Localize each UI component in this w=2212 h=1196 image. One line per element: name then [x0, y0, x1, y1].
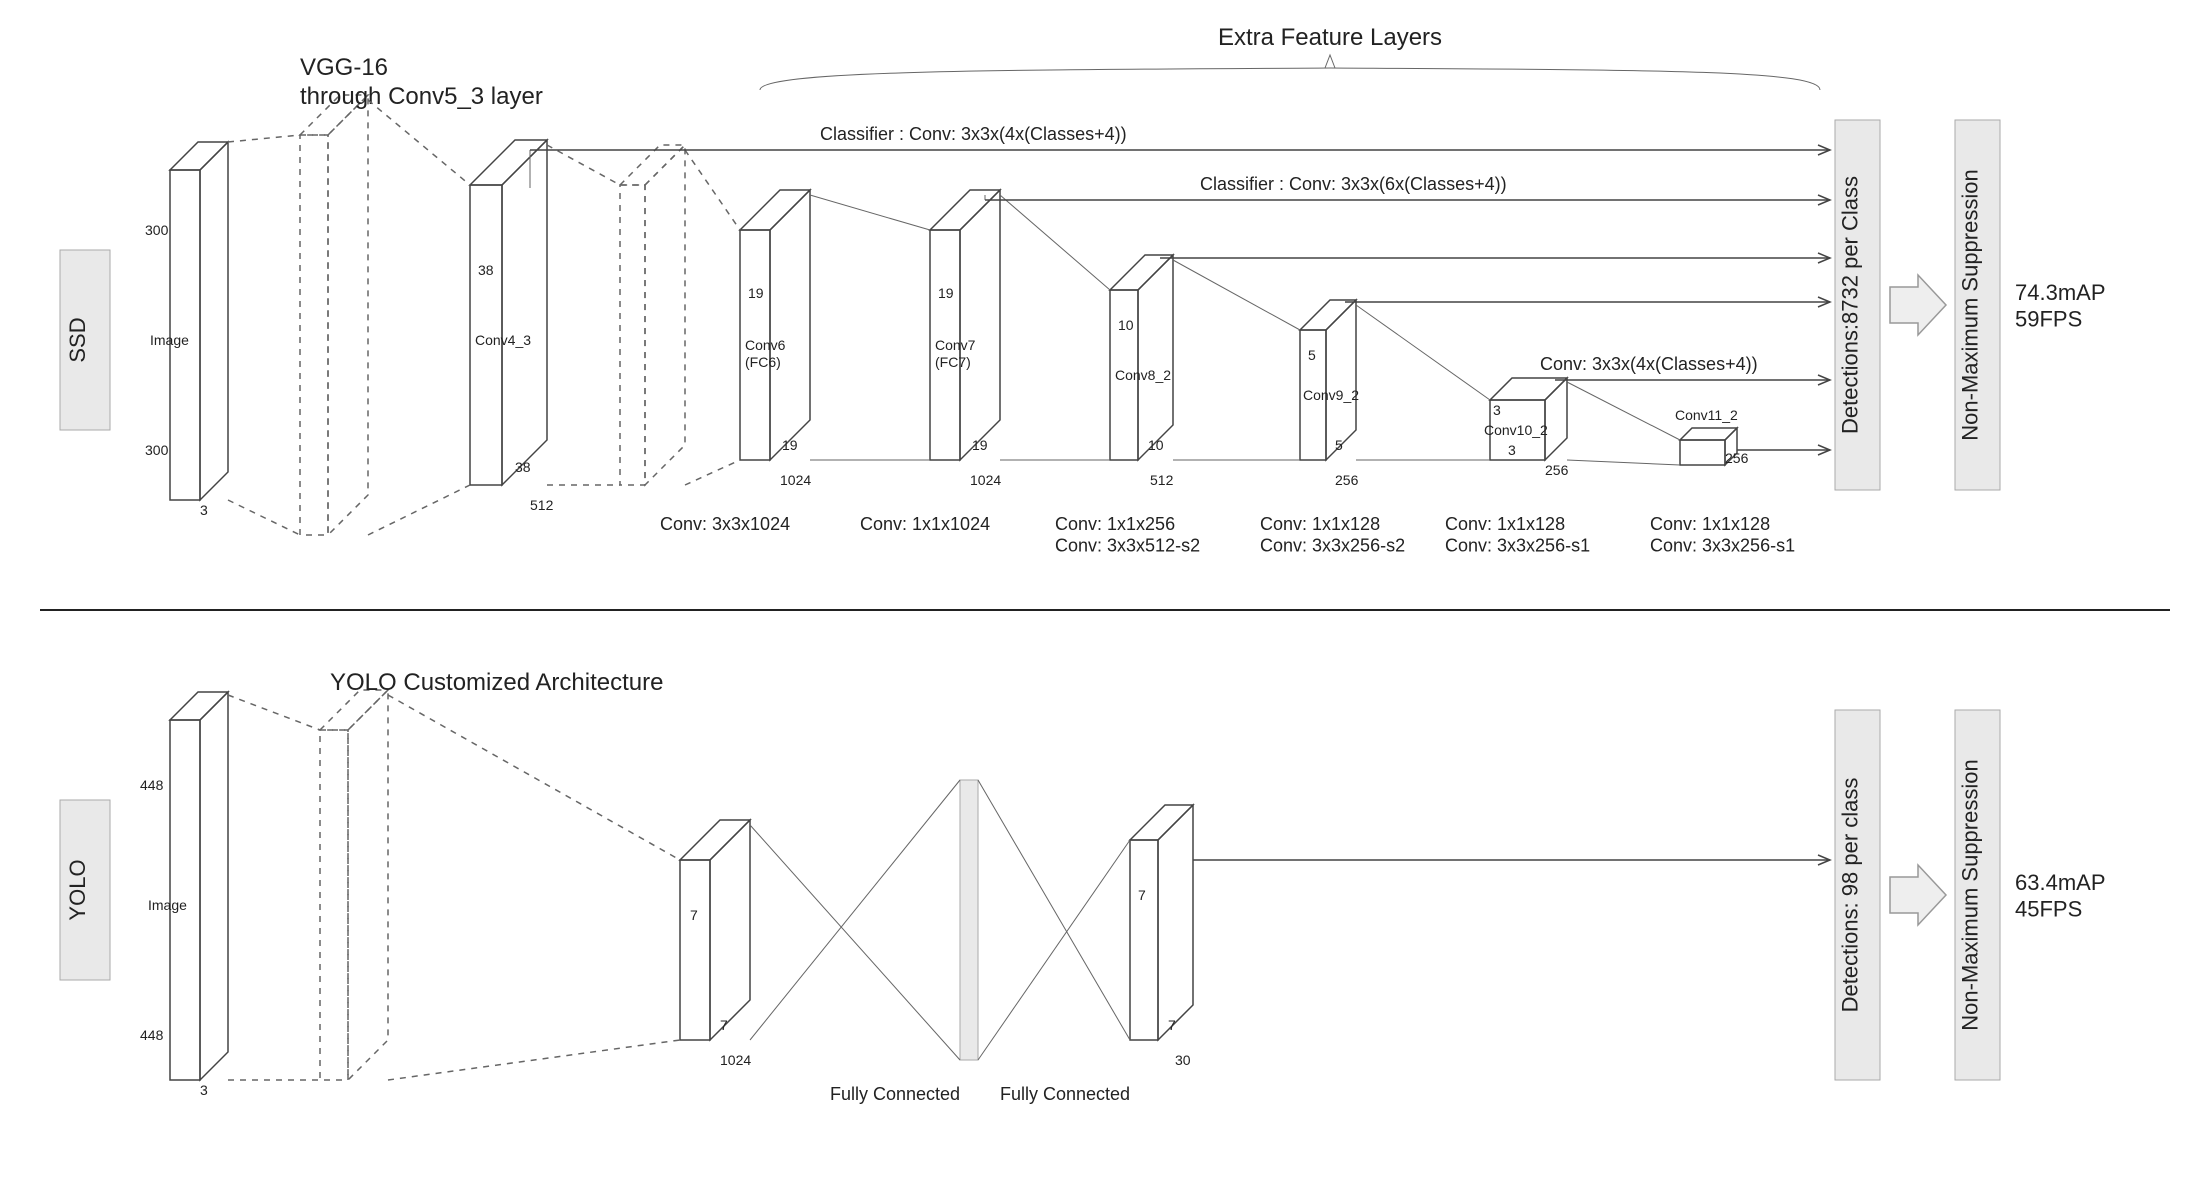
svg-text:512: 512 [1150, 472, 1174, 488]
svg-text:3: 3 [200, 502, 208, 518]
svg-text:3: 3 [200, 1082, 208, 1098]
svg-text:Conv4_3: Conv4_3 [475, 332, 531, 348]
vgg-frustum-in [300, 95, 368, 535]
svg-text:448: 448 [140, 1027, 164, 1043]
svg-text:7: 7 [720, 1017, 728, 1033]
vgg-out [620, 145, 685, 485]
conv10-2 [1490, 378, 1567, 460]
svg-text:30: 30 [1175, 1052, 1191, 1068]
svg-text:Conv: 3x3x(4x(Classes+4)): Conv: 3x3x(4x(Classes+4)) [1540, 354, 1758, 374]
svg-text:Fully Connected: Fully Connected [1000, 1084, 1130, 1104]
svg-text:19: 19 [972, 437, 988, 453]
svg-text:7: 7 [690, 907, 698, 923]
svg-text:300: 300 [145, 442, 169, 458]
conv8-2 [1110, 255, 1173, 460]
svg-text:YOLO Customized Architecture: YOLO Customized Architecture [330, 669, 663, 696]
svg-text:Conv6(FC6): Conv6(FC6) [745, 337, 786, 370]
architecture-diagram: SSD 300 Image 300 3 VGG-16through Conv5_3 lay… [0, 0, 2212, 1196]
svg-text:Conv: 1x1x128Conv: 3x3x256-s1: Conv: 1x1x128Conv: 3x3x256-s1 [1650, 514, 1795, 556]
conv9-2 [1300, 300, 1356, 460]
svg-text:Conv: 1x1x256Conv: 3x3x512-s2: Conv: 1x1x256Conv: 3x3x512-s2 [1055, 514, 1200, 556]
svg-text:74.3mAP59FPS: 74.3mAP59FPS [2015, 280, 2106, 331]
svg-text:Conv: 1x1x128Conv: 3x3x256-s1: Conv: 1x1x128Conv: 3x3x256-s1 [1445, 514, 1590, 556]
yolo-last-conv [680, 820, 750, 1040]
svg-text:Conv7(FC7): Conv7(FC7) [935, 337, 976, 370]
yolo-image [170, 692, 228, 1080]
svg-text:1024: 1024 [720, 1052, 751, 1068]
svg-text:Conv: 3x3x1024: Conv: 3x3x1024 [660, 514, 790, 534]
svg-text:Detections: 98 per class: Detections: 98 per class [1838, 778, 1863, 1013]
svg-text:300: 300 [145, 222, 169, 238]
svg-text:7: 7 [1138, 887, 1146, 903]
svg-text:7: 7 [1168, 1017, 1176, 1033]
svg-text:Image: Image [148, 897, 187, 913]
svg-text:Non-Maximum Suppression: Non-Maximum Suppression [1958, 169, 1983, 440]
yolo-frustum [320, 690, 388, 1080]
svg-text:Classifier : Conv: 3x3x(6x(Cla: Classifier : Conv: 3x3x(6x(Classes+4)) [1200, 174, 1507, 194]
svg-text:10: 10 [1118, 317, 1134, 333]
svg-text:19: 19 [938, 285, 954, 301]
svg-text:256: 256 [1545, 462, 1569, 478]
svg-text:5: 5 [1308, 347, 1316, 363]
svg-text:Fully Connected: Fully Connected [830, 1084, 960, 1104]
svg-text:448: 448 [140, 777, 164, 793]
svg-text:512: 512 [530, 497, 554, 513]
svg-text:256: 256 [1725, 450, 1749, 466]
svg-text:10: 10 [1148, 437, 1164, 453]
svg-text:Conv8_2: Conv8_2 [1115, 367, 1171, 383]
svg-text:5: 5 [1335, 437, 1343, 453]
svg-text:63.4mAP45FPS: 63.4mAP45FPS [2015, 870, 2106, 921]
svg-text:Conv: 1x1x128Conv: 3x3x256-s2: Conv: 1x1x128Conv: 3x3x256-s2 [1260, 514, 1405, 556]
svg-text:19: 19 [748, 285, 764, 301]
arrow-icon [1890, 275, 1946, 335]
svg-text:256: 256 [1335, 472, 1359, 488]
svg-text:SSD: SSD [65, 317, 90, 362]
yolo-output [1130, 805, 1193, 1040]
conv4-3 [470, 140, 547, 485]
conv7 [930, 190, 1000, 460]
svg-text:3: 3 [1508, 442, 1516, 458]
svg-text:1024: 1024 [780, 472, 811, 488]
svg-text:Conv: 1x1x1024: Conv: 1x1x1024 [860, 514, 990, 534]
svg-text:Image: Image [150, 332, 189, 348]
svg-text:38: 38 [515, 459, 531, 475]
svg-text:3: 3 [1493, 402, 1501, 418]
svg-text:Non-Maximum Suppression: Non-Maximum Suppression [1958, 759, 1983, 1030]
svg-text:Extra Feature Layers: Extra Feature Layers [1218, 24, 1442, 51]
svg-text:Conv9_2: Conv9_2 [1303, 387, 1359, 403]
svg-text:YOLO: YOLO [65, 859, 90, 920]
svg-text:1024: 1024 [970, 472, 1001, 488]
ssd-image [170, 142, 228, 500]
svg-text:19: 19 [782, 437, 798, 453]
yolo-fc [960, 780, 978, 1060]
svg-text:Conv11_2: Conv11_2 [1675, 407, 1738, 423]
svg-text:VGG-16through Conv5_3 layer: VGG-16through Conv5_3 layer [300, 54, 543, 110]
svg-text:Classifier : Conv: 3x3x(4x(Cla: Classifier : Conv: 3x3x(4x(Classes+4)) [820, 124, 1127, 144]
arrow-icon [1890, 865, 1946, 925]
svg-text:38: 38 [478, 262, 494, 278]
svg-text:Conv10_2: Conv10_2 [1484, 422, 1548, 438]
svg-text:Detections:8732 per Class: Detections:8732 per Class [1838, 176, 1863, 434]
conv6 [740, 190, 810, 460]
